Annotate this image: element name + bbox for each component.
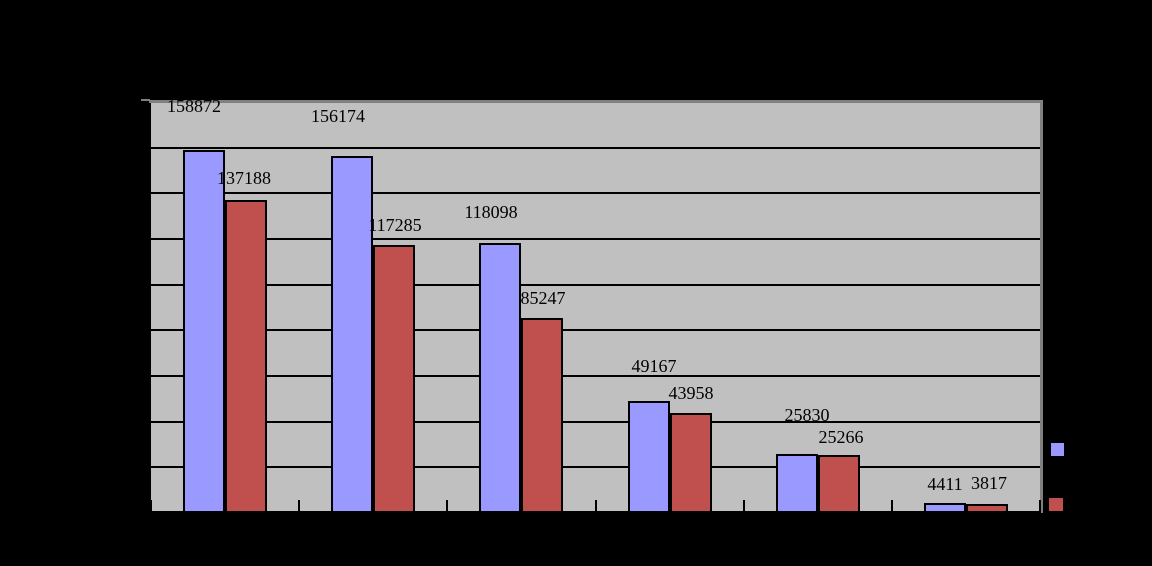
gridline-60000 [151, 375, 1040, 377]
bar-series1-cat2 [331, 156, 373, 511]
x-axis-tick-5 [891, 500, 893, 519]
y-axis-tick [141, 99, 150, 101]
x-axis-tick-0 [150, 500, 152, 519]
bar-series2-cat6 [966, 504, 1008, 511]
x-axis-tick-2 [446, 500, 448, 519]
gridline-140000 [151, 192, 1040, 194]
x-axis-tick-1 [298, 500, 300, 519]
data-label-series1-cat3: 118098 [464, 202, 518, 222]
gridline-20000 [151, 466, 1040, 468]
legend-swatch-series1 [1051, 443, 1064, 456]
bar-series2-cat3 [521, 318, 563, 511]
data-label-series2-cat2: 117285 [368, 215, 422, 235]
plot-area-top-border [149, 100, 1043, 103]
data-label-series2-cat3: 85247 [520, 288, 566, 308]
legend-swatch-series2 [1049, 498, 1063, 511]
data-label-series1-cat5: 25830 [784, 405, 830, 425]
data-label-series2-cat5: 25266 [818, 427, 864, 447]
bar-series1-cat1 [183, 150, 225, 511]
data-label-series1-cat1: 158872 [167, 96, 221, 116]
bar-series2-cat4 [670, 413, 712, 511]
plot-area-right-border [1040, 100, 1043, 513]
bar-series2-cat2 [373, 245, 415, 511]
gridline-40000 [151, 421, 1040, 423]
bar-series2-cat5 [818, 455, 860, 511]
bar-series1-cat6 [924, 503, 966, 511]
bar-series1-cat5 [776, 454, 818, 511]
data-label-series1-cat4: 49167 [631, 356, 677, 376]
gridline-80000 [151, 329, 1040, 331]
data-label-series2-cat6: 3817 [971, 473, 1007, 493]
x-axis-tick-6 [1039, 500, 1041, 519]
gridline-120000 [151, 238, 1040, 240]
bar-series1-cat4 [628, 401, 670, 511]
plot-area [151, 103, 1040, 511]
bar-series1-cat3 [479, 243, 521, 511]
data-label-series1-cat2: 156174 [311, 106, 365, 126]
gridline-100000 [151, 284, 1040, 286]
data-label-series1-cat6: 4411 [927, 474, 963, 494]
x-axis-tick-4 [743, 500, 745, 519]
x-axis-tick-3 [595, 500, 597, 519]
data-label-series2-cat1: 137188 [217, 168, 271, 188]
gridline-160000 [151, 147, 1040, 149]
data-label-series2-cat4: 43958 [668, 383, 714, 403]
bar-series2-cat1 [225, 200, 267, 511]
